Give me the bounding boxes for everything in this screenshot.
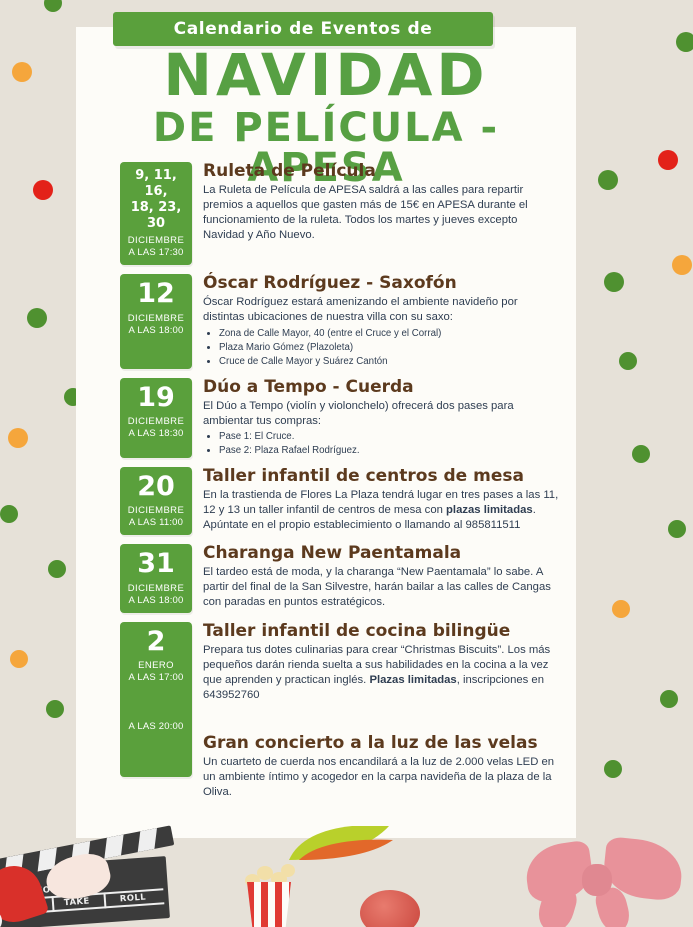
event-time: A LAS 18:00 [128,594,184,606]
confetti-dot [604,272,624,292]
event-time-secondary: A LAS 20:00 [128,720,184,732]
title-line-2: DE PELÍCULA - APESA [152,105,500,191]
event-item: Gran concierto a la luz de las velas Un c… [120,732,560,800]
event-time: A LAS 17:30 [128,247,184,259]
confetti-dot [668,520,686,538]
event-body: Ruleta de Película La Ruleta de Película … [192,161,560,265]
event-month: DICIEMBRE [127,582,185,594]
event-body: Gran concierto a la luz de las velas Un c… [192,732,560,800]
event-bullet-list: Zona de Calle Mayor, 40 (entre el Cruce … [203,327,560,369]
confetti-dot [46,700,64,718]
christmas-bauble-icon [360,890,420,927]
event-description: El tardeo está de moda, y la charanga “N… [203,566,551,609]
event-title: Gran concierto a la luz de las velas [203,732,538,753]
event-days-2: 18, 23, 30 [130,199,182,231]
confetti-dot [10,650,28,668]
event-day: 20 [137,470,175,502]
event-time: A LAS 11:00 [128,517,184,529]
event-time: A LAS 18:30 [128,428,184,440]
event-item: 20 DICIEMBRE A LAS 11:00 Taller infantil de… [120,465,560,536]
event-month: DICIEMBRE [127,505,185,517]
event-body: Taller infantil de centros de mesa En la … [192,465,560,535]
event-date-badge: 9, 11, 16, 18, 23, 30 DICIEMBRE A LAS 17:30 [120,162,192,266]
event-description: El Dúo a Tempo (violín y violonchelo) of… [203,399,514,427]
event-title: Ruleta de Película [203,161,376,181]
confetti-dot [48,560,66,578]
banner-text: Calendario de Eventos de [173,19,433,39]
event-title: Taller infantil de cocina bilingüe [203,620,511,641]
event-item: 12 DICIEMBRE A LAS 18:00 Óscar Rodríguez - … [120,274,560,369]
confetti-dot [27,308,47,328]
confetti-dot [658,150,678,170]
event-body: Charanga New Paentamala El tardeo está de… [192,544,560,612]
event-bullet-item: Plaza Mario Gómez (Plazoleta) [219,341,560,355]
event-month: DICIEMBRE [127,416,185,428]
ribbon-bow-icon [520,820,693,927]
event-item: 9, 11, 16, 18, 23, 30 DICIEMBRE A LAS 17:30… [120,161,560,266]
event-title: Dúo a Tempo - Cuerda [203,376,414,397]
confetti-dot [598,170,618,190]
event-bullet-item: Zona de Calle Mayor, 40 (entre el Cruce … [219,327,560,341]
event-title: Taller infantil de centros de mesa [203,465,524,486]
event-month: ENERO [138,659,174,671]
badge-spacer [120,734,192,800]
event-body: Dúo a Tempo - Cuerda El Dúo a Tempo (viol… [192,376,560,458]
confetti-dot [672,255,692,275]
event-date-badge: 31 DICIEMBRE A LAS 18:00 [120,544,192,613]
event-body: Óscar Rodríguez - Saxofón Óscar Rodríguez… [192,274,560,368]
event-date-badge: 20 DICIEMBRE A LAS 11:00 [120,466,192,536]
confetti-dot [12,62,32,82]
event-month: DICIEMBRE [127,312,185,324]
confetti-dot [619,352,637,370]
confetti-dot [632,445,650,463]
event-item: 19 DICIEMBRE A LAS 18:30 Dúo a Tempo - Cuer… [120,376,560,458]
event-title: Óscar Rodríguez - Saxofón [203,273,457,294]
events-list: 9, 11, 16, 18, 23, 30 DICIEMBRE A LAS 17:30… [120,161,560,809]
confetti-dot [44,0,62,12]
clapperboard-icon: PROD.NO. SCENE TAKE ROLL [0,825,180,927]
event-day: 19 [137,381,175,413]
event-item: 2 ENERO A LAS 17:00 A LAS 20:00 Taller infan… [120,620,560,777]
event-description: La Ruleta de Película de APESA saldrá a … [203,184,528,242]
leaf-decoration [281,825,401,860]
confetti-dot [676,32,693,52]
event-item: 31 DICIEMBRE A LAS 18:00 Charanga New Paent… [120,544,560,613]
confetti-dot [33,180,53,200]
event-title: Charanga New Paentamala [203,543,462,564]
event-date-badge: 19 DICIEMBRE A LAS 18:30 [120,377,192,458]
event-bullet-item: Pase 1: El Cruce. [219,430,560,444]
event-days: 9, 11, 16, [135,168,177,199]
event-bullet-item: Pase 2: Plaza Rafael Rodríguez. [219,444,560,458]
event-description: En la trastienda de Flores La Plaza tend… [203,488,559,531]
confetti-dot [660,690,678,708]
event-body: Taller infantil de cocina bilingüe Prepar… [192,620,560,777]
event-bullet-list: Pase 1: El Cruce.Pase 2: Plaza Rafael Ro… [203,430,560,458]
title-line-1: NAVIDAD [163,41,489,109]
confetti-dot [0,505,18,523]
event-date-badge: 2 ENERO A LAS 17:00 A LAS 20:00 [120,621,192,777]
confetti-dot [8,428,28,448]
event-time: A LAS 18:00 [128,324,184,336]
header-banner: Calendario de Eventos de [113,12,493,46]
event-description: Óscar Rodríguez estará amenizando el amb… [203,296,518,324]
event-description-emphasis: Plazas limitadas [369,673,457,686]
event-month: DICIEMBRE [127,235,185,247]
popcorn-icon [243,862,295,927]
event-day: 12 [137,278,175,310]
event-date-badge: 12 DICIEMBRE A LAS 18:00 [120,274,192,369]
event-time: A LAS 17:00 [128,671,184,683]
event-description: Prepara tus dotes culinarias para crear … [203,643,551,701]
confetti-dot [604,760,622,778]
event-description: Un cuarteto de cuerda nos encandilará a … [203,755,555,798]
footer-logos: Ayuntamiento Cangas del Narcea Apesa [0,836,693,927]
event-description-emphasis: plazas limitadas [446,503,533,516]
poster-title: NAVIDAD DE PELÍCULA - APESA [76,46,576,188]
event-bullet-item: Cruce de Calle Mayor y Suárez Cantón [219,355,560,369]
event-day: 31 [137,548,175,580]
confetti-dot [612,600,630,618]
santa-hat-pompom [0,910,2,927]
event-day: 2 [146,625,166,657]
